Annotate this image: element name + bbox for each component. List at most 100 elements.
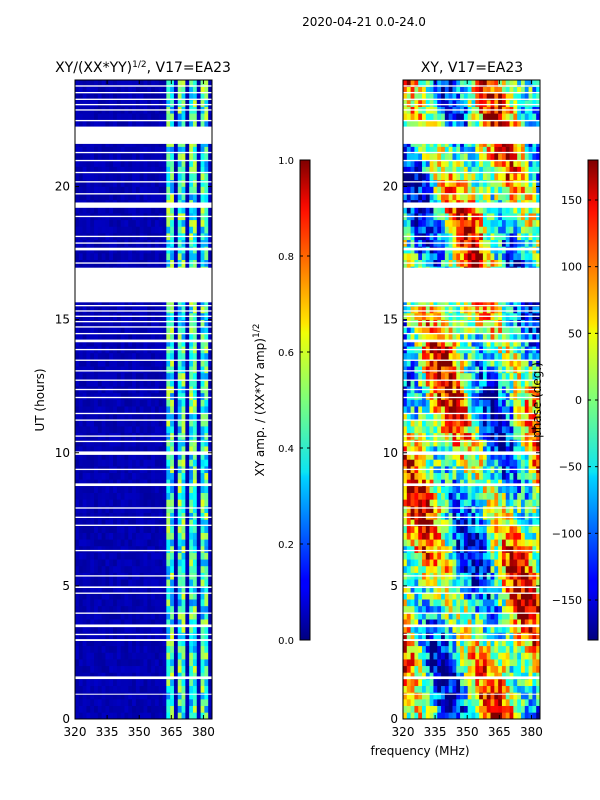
heatmap-cell [109, 519, 114, 527]
heatmap-cell [132, 299, 137, 307]
heatmap-cell [78, 632, 83, 640]
heatmap-cell [113, 672, 118, 680]
heatmap-cell [536, 665, 541, 673]
heatmap-cell [181, 186, 186, 194]
heatmap-cell [109, 153, 114, 161]
heatmap-cell [78, 645, 83, 653]
heatmap-cell [173, 412, 179, 420]
heatmap-cell [173, 452, 179, 460]
heatmap-cell [82, 625, 87, 633]
heatmap-cell [158, 419, 163, 427]
heatmap-cell [143, 632, 148, 640]
heatmap-cell [463, 652, 468, 660]
heatmap-cell [78, 426, 83, 434]
heatmap-cell [189, 559, 194, 567]
heatmap-cell [192, 632, 198, 640]
heatmap-cell [200, 379, 205, 387]
heatmap-cell [151, 692, 156, 700]
heatmap-cell [532, 512, 537, 520]
heatmap-cell [208, 519, 213, 527]
heatmap-cell [452, 506, 457, 513]
heatmap-cell [154, 332, 160, 340]
heatmap-cell [208, 419, 213, 427]
heatmap-cell [509, 579, 514, 587]
heatmap-cell [147, 692, 152, 700]
heatmap-cell [151, 426, 156, 434]
heatmap-cell [494, 585, 499, 593]
heatmap-cell [109, 186, 114, 194]
heatmap-cell [75, 472, 80, 480]
heatmap-cell [90, 339, 95, 347]
heatmap-cell [410, 632, 415, 640]
heatmap-cell [78, 705, 83, 713]
heatmap-cell [490, 605, 495, 613]
heatmap-cell [90, 472, 95, 480]
heatmap-cell [173, 539, 179, 547]
heatmap-cell [403, 499, 408, 507]
heatmap-cell [490, 699, 495, 706]
heatmap-cell [139, 705, 144, 713]
heatmap-cell [200, 406, 205, 414]
heatmap-cell [101, 179, 106, 187]
heatmap-cell [463, 506, 468, 513]
heatmap-cell [120, 492, 125, 500]
heatmap-cell [528, 552, 533, 560]
heatmap-cell [208, 486, 213, 493]
heatmap-cell [113, 193, 118, 201]
heatmap-cell [86, 253, 91, 261]
heatmap-cell [437, 679, 442, 687]
heatmap-cell [528, 539, 533, 547]
heatmap-cell [75, 512, 80, 520]
heatmap-cell [494, 619, 499, 627]
heatmap-cell [78, 519, 83, 527]
heatmap-cell [196, 366, 201, 374]
heatmap-cell [109, 506, 114, 513]
heatmap-cell [181, 173, 186, 181]
heatmap-cell [158, 659, 163, 667]
heatmap-cell [422, 692, 427, 700]
flagged-gap [75, 151, 212, 154]
heatmap-cell [120, 652, 125, 660]
heatmap-cell [116, 532, 121, 540]
heatmap-cell [441, 452, 446, 460]
heatmap-cell [509, 659, 514, 667]
heatmap-cell [524, 479, 529, 487]
heatmap-cell [78, 99, 83, 107]
heatmap-cell [200, 479, 205, 487]
heatmap-cell [166, 319, 171, 327]
heatmap-cell [90, 479, 95, 487]
heatmap-cell [135, 665, 140, 673]
heatmap-cell [189, 539, 194, 547]
heatmap-cell [128, 372, 133, 380]
heatmap-cell [113, 339, 118, 347]
heatmap-cell [463, 639, 468, 647]
heatmap-cell [124, 326, 129, 334]
heatmap-cell [452, 645, 457, 653]
heatmap-cell [181, 153, 186, 161]
heatmap-cell [490, 506, 495, 513]
heatmap-cell [109, 426, 114, 434]
heatmap-cell [513, 699, 518, 706]
heatmap-cell [166, 499, 171, 507]
heatmap-cell [170, 206, 175, 214]
heatmap-cell [97, 545, 102, 553]
heatmap-cell [494, 659, 499, 667]
heatmap-cell [181, 446, 186, 454]
heatmap-cell [124, 439, 129, 447]
heatmap-cell [132, 359, 137, 367]
heatmap-cell [513, 659, 518, 667]
heatmap-cell [90, 619, 95, 627]
heatmap-cell [196, 452, 201, 460]
heatmap-cell [536, 699, 541, 706]
heatmap-cell [94, 326, 99, 334]
heatmap-cell [154, 625, 160, 633]
heatmap-cell [185, 545, 190, 553]
heatmap-cell [109, 332, 114, 340]
heatmap-cell [147, 86, 152, 94]
heatmap-cell [520, 532, 526, 540]
heatmap-cell [105, 632, 110, 640]
heatmap-cell [166, 479, 171, 487]
heatmap-cell [494, 652, 499, 660]
heatmap-cell [437, 585, 442, 593]
heatmap-cell [101, 159, 106, 167]
